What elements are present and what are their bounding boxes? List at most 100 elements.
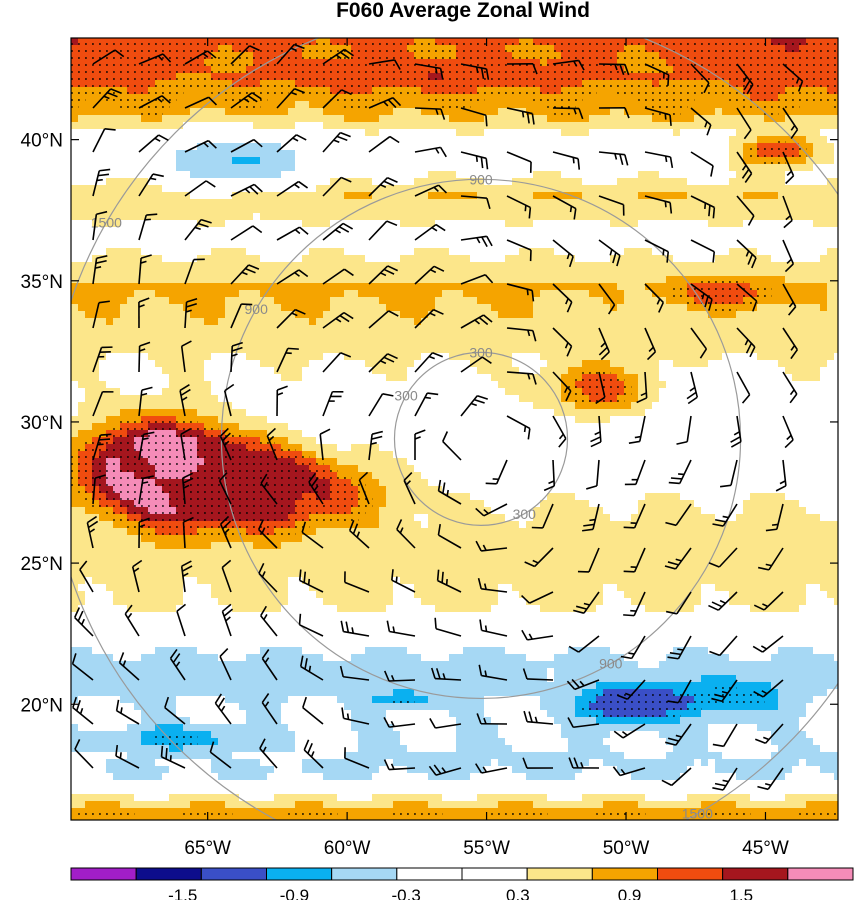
field-cell: [197, 185, 205, 193]
field-cell: [554, 206, 562, 214]
field-cell: [365, 269, 373, 277]
field-cell: [652, 164, 660, 172]
field-cell: [120, 255, 128, 263]
field-cell: [463, 311, 471, 319]
field-cell: [267, 143, 275, 151]
field-cell: [239, 171, 247, 179]
field-cell: [225, 213, 233, 221]
field-cell: [554, 255, 562, 263]
field-cell: [309, 178, 317, 186]
field-cell: [575, 136, 583, 144]
field-cell: [659, 283, 667, 291]
field-cell: [617, 164, 625, 172]
field-cell: [750, 241, 758, 249]
field-cell: [757, 157, 765, 165]
field-cell: [316, 101, 324, 109]
field-cell: [554, 220, 562, 228]
field-cell: [288, 269, 296, 277]
field-cell: [680, 276, 688, 284]
field-cell: [442, 199, 450, 207]
field-cell: [470, 101, 478, 109]
field-cell: [351, 241, 359, 249]
field-cell: [435, 290, 443, 298]
field-cell: [141, 311, 149, 319]
field-cell: [750, 220, 758, 228]
field-cell: [624, 283, 632, 291]
field-cell: [470, 129, 478, 137]
field-cell: [540, 227, 548, 235]
field-cell: [470, 185, 478, 193]
field-cell: [211, 108, 219, 116]
field-cell: [820, 206, 828, 214]
field-cell: [407, 283, 415, 291]
field-cell: [568, 220, 576, 228]
field-cell: [463, 255, 471, 263]
field-cell: [162, 346, 170, 354]
field-cell: [491, 108, 499, 116]
field-cell: [183, 241, 191, 249]
field-cell: [498, 94, 506, 102]
field-cell: [190, 171, 198, 179]
field-cell: [344, 283, 352, 291]
field-cell: [771, 255, 779, 263]
field-cell: [778, 332, 786, 340]
field-cell: [820, 248, 828, 256]
field-cell: [323, 255, 331, 263]
field-cell: [554, 269, 562, 277]
field-cell: [757, 199, 765, 207]
field-cell: [323, 283, 331, 291]
field-cell: [470, 269, 478, 277]
field-cell: [246, 143, 254, 151]
field-cell: [295, 318, 303, 326]
field-cell: [316, 234, 324, 242]
field-cell: [589, 122, 597, 130]
field-cell: [358, 150, 366, 158]
field-cell: [582, 164, 590, 172]
field-cell: [596, 318, 604, 326]
field-cell: [498, 157, 506, 165]
field-cell: [190, 227, 198, 235]
field-cell: [512, 171, 520, 179]
field-cell: [295, 304, 303, 312]
field-cell: [554, 262, 562, 270]
field-cell: [526, 185, 534, 193]
field-cell: [218, 199, 226, 207]
field-cell: [806, 122, 814, 130]
field-cell: [246, 178, 254, 186]
field-cell: [309, 248, 317, 256]
field-cell: [379, 94, 387, 102]
field-cell: [344, 206, 352, 214]
field-cell: [211, 339, 219, 347]
field-cell: [85, 101, 93, 109]
field-cell: [792, 262, 800, 270]
field-cell: [148, 248, 156, 256]
field-cell: [428, 206, 436, 214]
field-cell: [736, 311, 744, 319]
field-cell: [295, 94, 303, 102]
field-cell: [547, 276, 555, 284]
field-cell: [512, 101, 520, 109]
field-cell: [71, 269, 79, 277]
field-cell: [120, 178, 128, 186]
field-cell: [582, 332, 590, 340]
field-cell: [428, 339, 436, 347]
field-cell: [204, 269, 212, 277]
field-cell: [589, 297, 597, 305]
field-cell: [190, 115, 198, 123]
field-cell: [176, 255, 184, 263]
field-cell: [288, 108, 296, 116]
field-cell: [596, 283, 604, 291]
field-cell: [218, 171, 226, 179]
field-cell: [463, 241, 471, 249]
field-cell: [785, 115, 793, 123]
field-cell: [715, 206, 723, 214]
field-cell: [120, 304, 128, 312]
field-cell: [99, 192, 107, 200]
field-cell: [498, 108, 506, 116]
field-cell: [358, 241, 366, 249]
field-cell: [407, 276, 415, 284]
field-cell: [519, 94, 527, 102]
field-cell: [596, 248, 604, 256]
field-cell: [638, 227, 646, 235]
field-cell: [694, 318, 702, 326]
